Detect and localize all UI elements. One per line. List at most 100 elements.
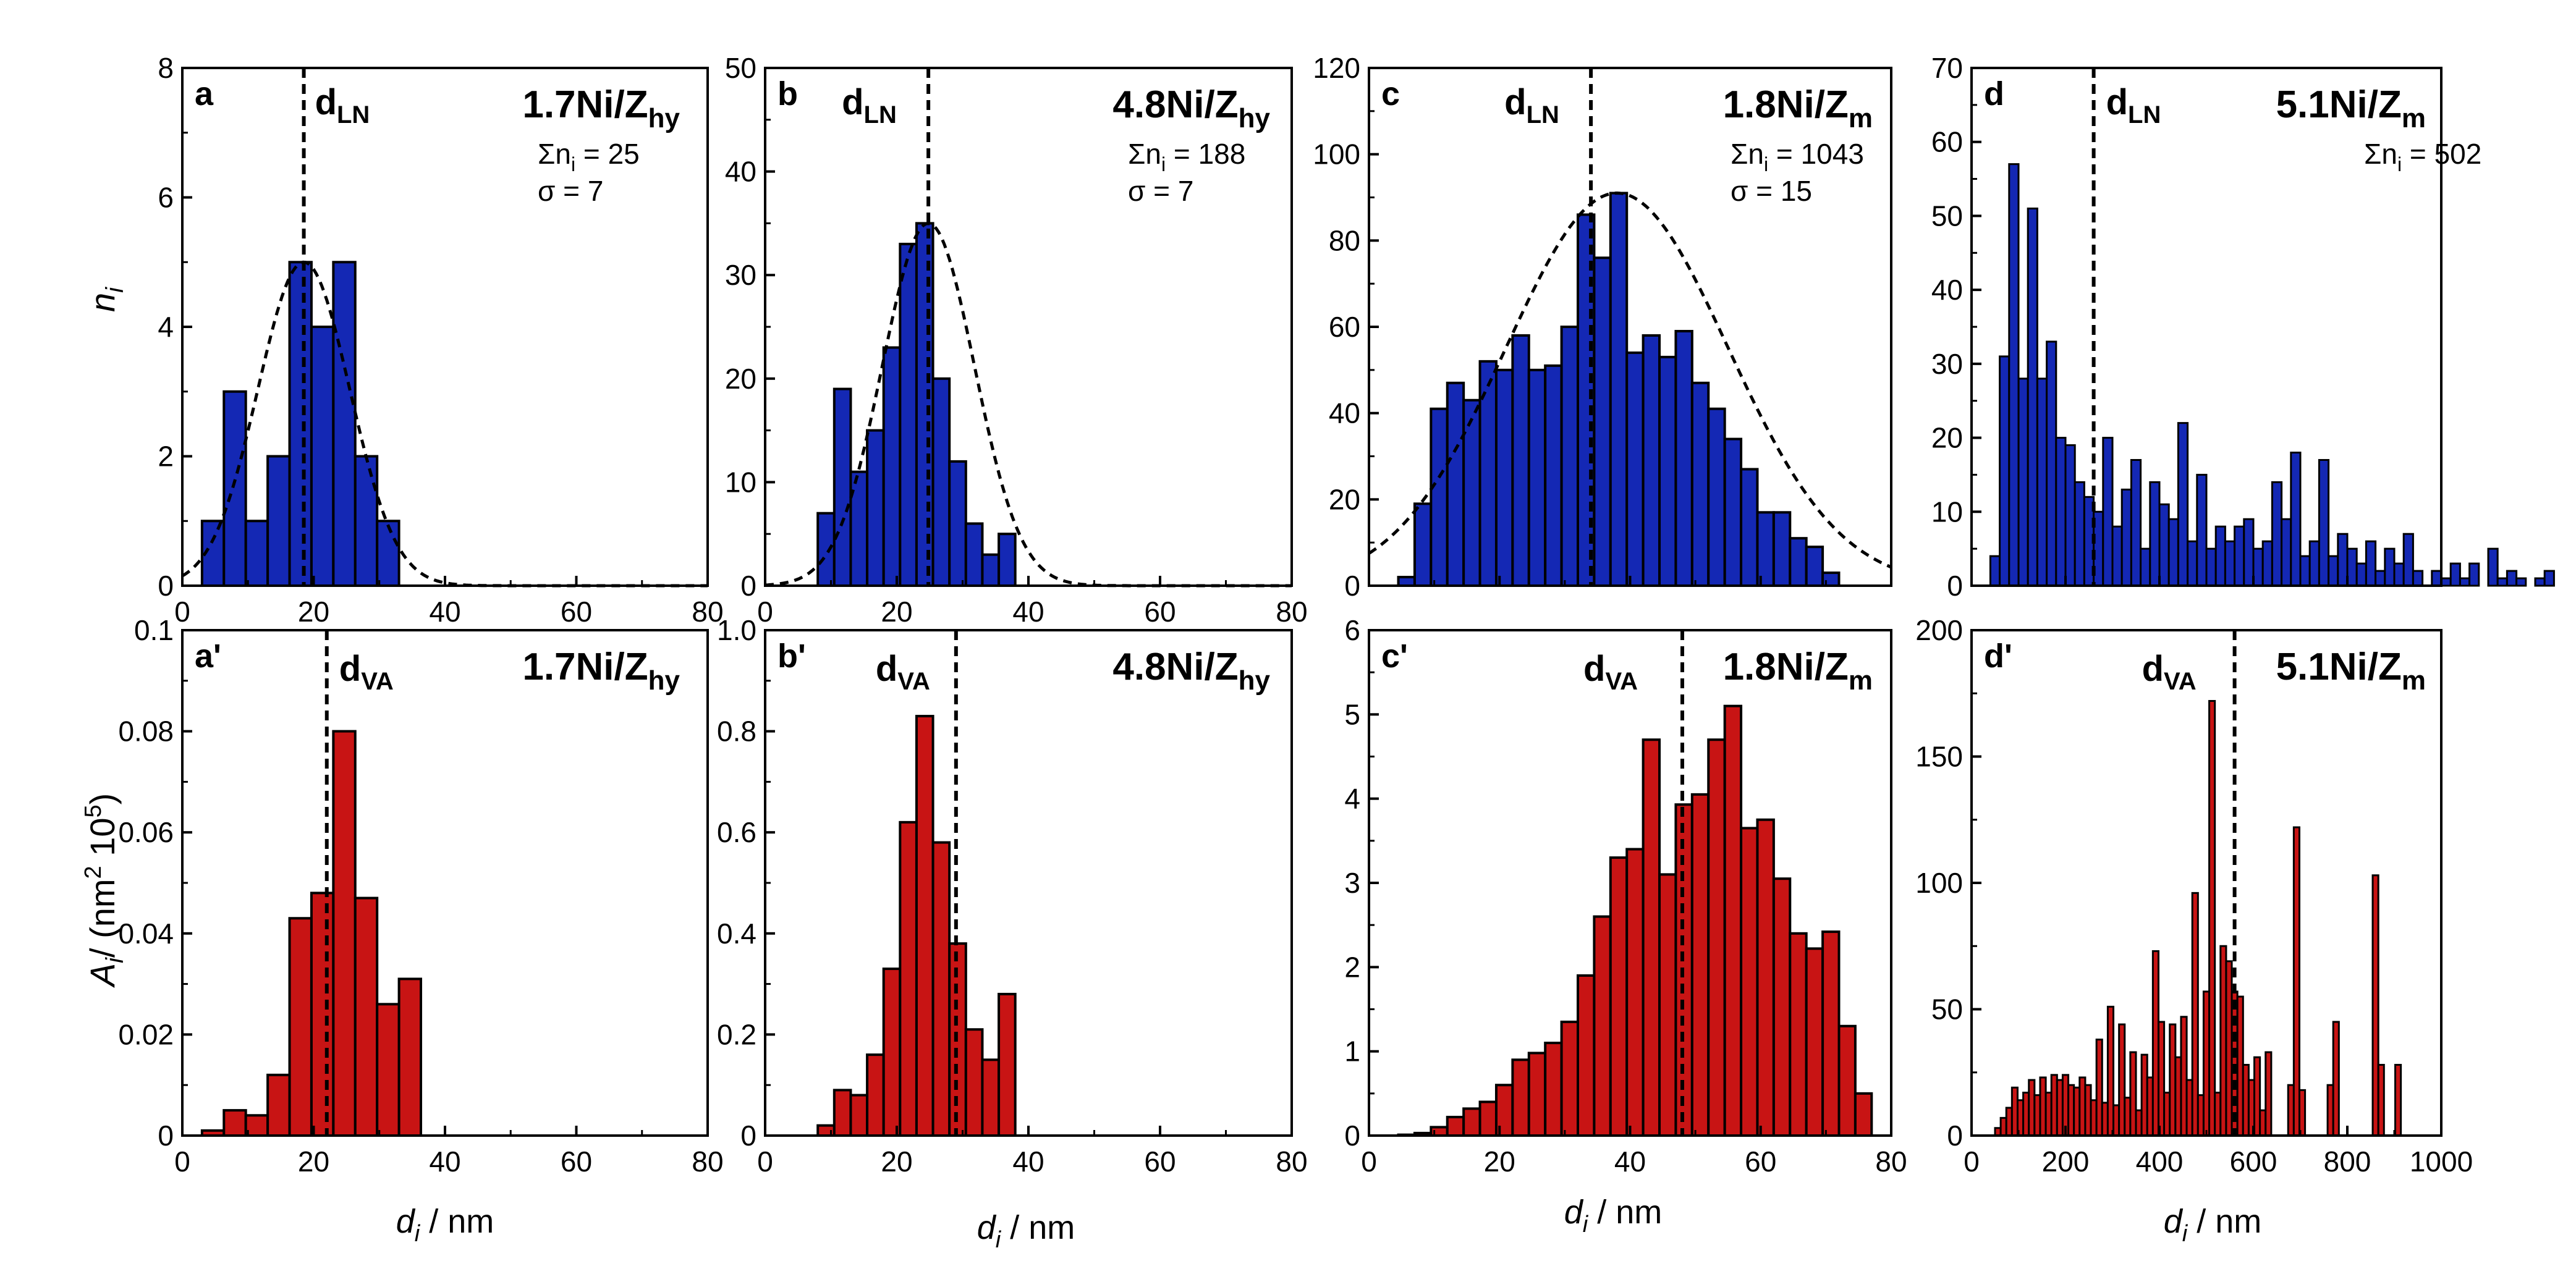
count-sum: Σni = 25 — [538, 138, 640, 175]
bar — [2355, 562, 2367, 587]
bar — [1609, 192, 1629, 587]
x-tick-label: 0 — [174, 1145, 190, 1178]
x-tick-label: 60 — [1144, 1145, 1176, 1178]
bar — [2298, 1089, 2307, 1137]
bar — [964, 522, 984, 587]
y-tick-label: 6 — [158, 182, 174, 214]
bar — [1772, 511, 1792, 587]
x-tick-label: 60 — [561, 1145, 592, 1178]
bar — [2318, 458, 2330, 587]
x-tick-label: 0 — [1964, 1145, 1980, 1178]
bar — [1707, 738, 1726, 1137]
x-tick-label: 0 — [757, 1145, 773, 1178]
fit-curve — [181, 260, 708, 588]
bar — [2261, 540, 2273, 587]
bar — [1805, 947, 1824, 1137]
bar — [288, 917, 313, 1137]
panel-label: b — [777, 75, 798, 112]
x-tick-label: 40 — [1012, 596, 1044, 628]
bar — [1527, 1052, 1547, 1137]
y-tick-label: 0 — [1344, 1120, 1360, 1152]
bar — [866, 429, 885, 587]
bar — [2265, 1051, 2273, 1137]
bar — [1674, 329, 1693, 587]
bar — [998, 533, 1017, 588]
bar — [2252, 547, 2264, 587]
bar — [2440, 577, 2452, 587]
bar — [354, 455, 379, 587]
bar — [2187, 540, 2198, 587]
sample-name: 5.1Ni/Zm — [2276, 83, 2426, 133]
bar — [1642, 738, 1661, 1137]
bar — [2196, 473, 2208, 587]
bar — [244, 520, 269, 587]
x-tick-label: 600 — [2230, 1145, 2277, 1178]
bar — [2177, 422, 2189, 587]
y-tick-label: 0 — [158, 1120, 174, 1152]
sigma-value: σ = 7 — [538, 175, 603, 207]
panel-label: d — [1984, 75, 2004, 112]
y-tick-label: 0.02 — [118, 1018, 174, 1050]
bar — [899, 242, 918, 588]
panel-d: 0 10 20 30 40 50 60 70 d dLN 5.1Ni/Zm Σni = 502 — [1931, 52, 2555, 602]
bar — [2130, 458, 2142, 587]
y-tick-label: 4 — [158, 311, 174, 343]
y-tick-label: 0 — [158, 570, 174, 602]
x-tick-label: 20 — [881, 596, 912, 628]
y-tick-label: 50 — [1931, 200, 1963, 232]
y-tick-label: 200 — [1915, 614, 1963, 646]
x-tick-label: 40 — [429, 596, 460, 628]
stat-label: dLN — [842, 82, 897, 129]
y-tick-label: 20 — [725, 363, 756, 395]
count-sum: Σni = 188 — [1128, 138, 1245, 175]
x-tick-label: 60 — [1745, 1145, 1776, 1178]
bar — [2271, 481, 2283, 587]
bar — [2431, 570, 2443, 587]
stat-label: dVA — [339, 649, 394, 695]
bar — [1690, 381, 1710, 587]
bar — [1527, 368, 1547, 587]
bar — [1609, 856, 1629, 1137]
y-tick-label: 50 — [1931, 993, 1963, 1026]
bar — [1999, 355, 2010, 587]
bar — [849, 470, 869, 588]
bar — [2506, 570, 2518, 587]
panel-label: c — [1381, 75, 1400, 112]
bar — [2543, 570, 2555, 587]
x-tick-label: 200 — [2042, 1145, 2090, 1178]
y-tick-label: 4 — [1344, 783, 1360, 815]
bar — [2375, 570, 2386, 587]
y-tick-label: 30 — [1931, 348, 1963, 380]
x-tick-label: 400 — [2136, 1145, 2184, 1178]
bar — [998, 992, 1017, 1137]
bar — [1772, 877, 1792, 1137]
bar — [1707, 407, 1726, 588]
bar — [2027, 207, 2038, 587]
sample-name: 5.1Ni/Zm — [2276, 646, 2426, 696]
y-tick-label: 0 — [1947, 570, 1963, 602]
bar — [833, 387, 852, 587]
bar — [1478, 1100, 1498, 1137]
bar — [2036, 377, 2048, 587]
bar — [849, 1094, 869, 1137]
bar — [1446, 1116, 1465, 1137]
bar — [1593, 256, 1612, 587]
bar — [1413, 502, 1433, 587]
bar — [915, 715, 934, 1137]
bar — [1560, 326, 1579, 587]
bar — [222, 390, 247, 587]
y-tick-label: 0.8 — [717, 715, 756, 748]
bar — [882, 968, 902, 1137]
x-tick-label: 40 — [1012, 1145, 1044, 1178]
bar — [1740, 827, 1759, 1137]
bar — [2102, 437, 2114, 587]
bar — [1789, 932, 1808, 1137]
bar — [2064, 444, 2076, 587]
bar — [1989, 555, 2001, 587]
bar — [1658, 355, 1677, 588]
bar — [1446, 381, 1465, 587]
y-tick-label: 40 — [725, 156, 756, 188]
bar — [2281, 518, 2292, 587]
panel-label: b' — [777, 638, 806, 675]
